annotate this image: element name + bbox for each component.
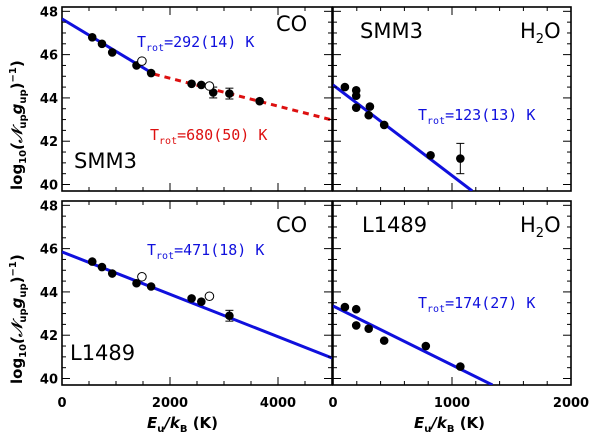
x-axis-label-right: Eu/kB (K) [414,414,485,435]
fit-label-co-smm3-blue: Trot=292(14) K [137,33,254,54]
data-point-open [204,291,215,302]
data-point [426,150,435,160]
plot-area-co-l1489 [62,250,332,360]
data-point [456,362,465,371]
data-point-open [137,271,147,282]
tick-label: 40 [40,179,58,194]
data-point [255,96,264,106]
tick-label: 2000 [553,396,589,411]
data-point [187,294,196,303]
plot-area-h2o-smm3 [333,82,474,191]
data-point [87,257,97,266]
x-axis-label-left: Eu/kB (K) [147,414,218,435]
panel-label-h2o-top: H2O [520,19,561,47]
data-point [340,82,350,92]
data-point [351,91,361,101]
data-point [379,336,389,345]
y-axis-label-bottom: log10(𝒩upgup)−1) [8,254,29,384]
data-point-open [204,81,215,91]
data-point [187,79,196,89]
panel-label-co-bottom: CO [276,213,307,237]
data-point [351,321,361,330]
data-point [421,341,431,351]
data-point [379,120,389,130]
plot-area-co-smm3 [62,17,332,122]
panel-label-l1489-bottom-right: L1489 [362,213,427,237]
data-point [351,304,361,314]
fit-label-co-smm3-red: Trot=680(50) K [150,126,267,147]
data-point-open [137,56,147,66]
fit-line [333,83,474,191]
panel-top-right [332,6,572,192]
data-point [225,311,234,321]
tick-label: 42 [40,135,58,150]
fit-label-h2o-smm3: Trot=123(13) K [418,106,535,127]
tick-label: 46 [40,243,58,258]
data-point [146,68,156,78]
axes-ticks: 40 42 44 46 48 40 42 44 46 48 0 2000 4000 0 1000 2000 [40,5,589,411]
tick-label: 1000 [434,396,470,411]
data-point [364,324,374,334]
tick-label: 2000 [152,396,188,411]
data-point [132,278,141,288]
data-point [146,282,156,291]
y-axis-label-top: log10(𝒩upgup)−1) [8,60,29,190]
tick-label: 4000 [260,396,296,411]
tick-label: 42 [40,329,58,344]
panel-label-h2o-bottom: H2O [520,213,561,241]
fit-line [333,304,494,385]
panel-label-l1489-bottom-left: L1489 [70,341,135,365]
data-point [97,39,107,49]
data-point [97,262,107,272]
data-point [87,33,97,42]
data-point [364,110,374,120]
data-point [365,102,375,111]
tick-label: 0 [328,396,337,411]
fit-line [62,250,332,360]
data-point [197,297,206,306]
tick-label: 40 [40,373,58,388]
data-point [456,154,465,163]
plot-area-h2o-l1489 [333,302,494,385]
data-point [107,48,117,57]
data-point [197,80,206,90]
tick-label: 46 [40,49,58,64]
tick-label: 44 [40,286,58,301]
data-point [351,103,361,112]
tick-label: 0 [57,396,66,411]
data-point [225,89,234,98]
tick-label: 44 [40,92,58,107]
tick-label: 48 [40,5,58,20]
fit-label-co-l1489: Trot=471(18) K [147,241,264,262]
panel-label-co-top: CO [276,12,307,36]
panel-label-smm3-top-right: SMM3 [360,19,423,43]
fit-label-h2o-l1489: Trot=174(27) K [418,294,535,315]
tick-label: 48 [40,199,58,214]
panel-label-smm3-bottom-left: SMM3 [74,149,137,173]
fit-line [153,72,332,122]
data-point [340,302,350,312]
data-point [107,269,117,278]
